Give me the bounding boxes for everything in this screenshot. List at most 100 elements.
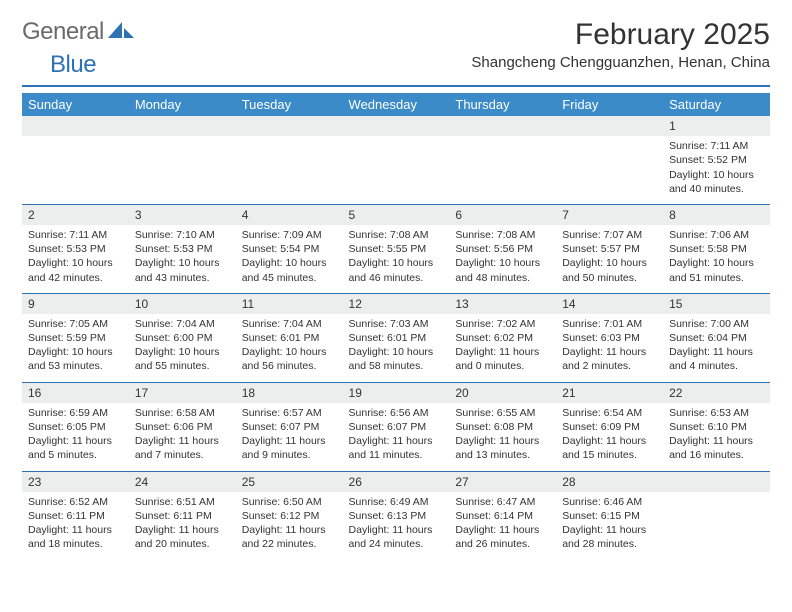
sunset-text: Sunset: 6:02 PM: [455, 331, 550, 345]
daylight-text: Daylight: 11 hours and 4 minutes.: [669, 345, 764, 373]
daylight-text: Daylight: 10 hours and 45 minutes.: [242, 256, 337, 284]
day-number: 3: [129, 205, 236, 225]
day-number: 21: [556, 383, 663, 403]
sunset-text: Sunset: 5:58 PM: [669, 242, 764, 256]
day-header: Tuesday: [236, 93, 343, 116]
calendar-day-cell: 16Sunrise: 6:59 AMSunset: 6:05 PMDayligh…: [22, 382, 129, 471]
sunset-text: Sunset: 6:01 PM: [242, 331, 337, 345]
calendar-day-cell: 21Sunrise: 6:54 AMSunset: 6:09 PMDayligh…: [556, 382, 663, 471]
sunset-text: Sunset: 6:04 PM: [669, 331, 764, 345]
daylight-text: Daylight: 10 hours and 48 minutes.: [455, 256, 550, 284]
sunrise-text: Sunrise: 6:49 AM: [349, 495, 444, 509]
day-header: Saturday: [663, 93, 770, 116]
calendar-week-row: 9Sunrise: 7:05 AMSunset: 5:59 PMDaylight…: [22, 293, 770, 382]
day-body: [22, 136, 129, 204]
calendar-day-cell: [236, 116, 343, 204]
sunrise-text: Sunrise: 6:51 AM: [135, 495, 230, 509]
day-body: Sunrise: 7:08 AMSunset: 5:55 PMDaylight:…: [343, 225, 450, 293]
sunrise-text: Sunrise: 6:46 AM: [562, 495, 657, 509]
calendar-week-row: 23Sunrise: 6:52 AMSunset: 6:11 PMDayligh…: [22, 471, 770, 559]
sunrise-text: Sunrise: 6:47 AM: [455, 495, 550, 509]
day-header: Thursday: [449, 93, 556, 116]
sunset-text: Sunset: 6:01 PM: [349, 331, 444, 345]
calendar-day-cell: 17Sunrise: 6:58 AMSunset: 6:06 PMDayligh…: [129, 382, 236, 471]
sunset-text: Sunset: 6:12 PM: [242, 509, 337, 523]
calendar-week-row: 1Sunrise: 7:11 AMSunset: 5:52 PMDaylight…: [22, 116, 770, 204]
sunset-text: Sunset: 6:08 PM: [455, 420, 550, 434]
day-body: Sunrise: 7:04 AMSunset: 6:00 PMDaylight:…: [129, 314, 236, 382]
day-header-row: Sunday Monday Tuesday Wednesday Thursday…: [22, 93, 770, 116]
calendar-day-cell: 18Sunrise: 6:57 AMSunset: 6:07 PMDayligh…: [236, 382, 343, 471]
day-number: 7: [556, 205, 663, 225]
sunrise-text: Sunrise: 7:01 AM: [562, 317, 657, 331]
calendar-day-cell: 15Sunrise: 7:00 AMSunset: 6:04 PMDayligh…: [663, 293, 770, 382]
calendar-day-cell: 5Sunrise: 7:08 AMSunset: 5:55 PMDaylight…: [343, 204, 450, 293]
day-body: Sunrise: 7:06 AMSunset: 5:58 PMDaylight:…: [663, 225, 770, 293]
sunrise-text: Sunrise: 6:54 AM: [562, 406, 657, 420]
day-body: Sunrise: 7:01 AMSunset: 6:03 PMDaylight:…: [556, 314, 663, 382]
sunrise-text: Sunrise: 7:04 AM: [135, 317, 230, 331]
daylight-text: Daylight: 11 hours and 24 minutes.: [349, 523, 444, 551]
day-number: [663, 472, 770, 492]
day-body: [663, 492, 770, 560]
calendar-day-cell: 2Sunrise: 7:11 AMSunset: 5:53 PMDaylight…: [22, 204, 129, 293]
logo-word-general: General: [22, 18, 104, 46]
day-body: [343, 136, 450, 204]
day-number: [129, 116, 236, 136]
day-number: 9: [22, 294, 129, 314]
calendar-day-cell: 11Sunrise: 7:04 AMSunset: 6:01 PMDayligh…: [236, 293, 343, 382]
day-body: Sunrise: 7:05 AMSunset: 5:59 PMDaylight:…: [22, 314, 129, 382]
sunrise-text: Sunrise: 7:11 AM: [669, 139, 764, 153]
day-number: 20: [449, 383, 556, 403]
day-number: 25: [236, 472, 343, 492]
calendar-day-cell: [556, 116, 663, 204]
day-body: Sunrise: 6:59 AMSunset: 6:05 PMDaylight:…: [22, 403, 129, 471]
day-body: Sunrise: 6:54 AMSunset: 6:09 PMDaylight:…: [556, 403, 663, 471]
day-number: [449, 116, 556, 136]
sunset-text: Sunset: 6:07 PM: [242, 420, 337, 434]
day-number: 11: [236, 294, 343, 314]
sunrise-text: Sunrise: 7:08 AM: [349, 228, 444, 242]
day-body: Sunrise: 7:10 AMSunset: 5:53 PMDaylight:…: [129, 225, 236, 293]
sunrise-text: Sunrise: 7:08 AM: [455, 228, 550, 242]
daylight-text: Daylight: 11 hours and 18 minutes.: [28, 523, 123, 551]
calendar-day-cell: 28Sunrise: 6:46 AMSunset: 6:15 PMDayligh…: [556, 471, 663, 559]
calendar-day-cell: [449, 116, 556, 204]
sunrise-text: Sunrise: 6:58 AM: [135, 406, 230, 420]
day-body: [236, 136, 343, 204]
day-number: 8: [663, 205, 770, 225]
day-header: Sunday: [22, 93, 129, 116]
day-body: [449, 136, 556, 204]
calendar-day-cell: [663, 471, 770, 559]
daylight-text: Daylight: 10 hours and 53 minutes.: [28, 345, 123, 373]
day-body: Sunrise: 7:07 AMSunset: 5:57 PMDaylight:…: [556, 225, 663, 293]
day-number: 26: [343, 472, 450, 492]
day-number: [556, 116, 663, 136]
daylight-text: Daylight: 11 hours and 22 minutes.: [242, 523, 337, 551]
sunrise-text: Sunrise: 7:10 AM: [135, 228, 230, 242]
calendar-day-cell: [129, 116, 236, 204]
sunrise-text: Sunrise: 7:07 AM: [562, 228, 657, 242]
daylight-text: Daylight: 10 hours and 51 minutes.: [669, 256, 764, 284]
calendar-day-cell: 1Sunrise: 7:11 AMSunset: 5:52 PMDaylight…: [663, 116, 770, 204]
sunrise-text: Sunrise: 7:02 AM: [455, 317, 550, 331]
logo: General: [22, 18, 110, 46]
day-number: 23: [22, 472, 129, 492]
logo-sail-icon: [108, 20, 134, 45]
sunset-text: Sunset: 5:52 PM: [669, 153, 764, 167]
day-header: Wednesday: [343, 93, 450, 116]
calendar-day-cell: 22Sunrise: 6:53 AMSunset: 6:10 PMDayligh…: [663, 382, 770, 471]
calendar-table: Sunday Monday Tuesday Wednesday Thursday…: [22, 93, 770, 559]
sunset-text: Sunset: 6:14 PM: [455, 509, 550, 523]
sunset-text: Sunset: 5:55 PM: [349, 242, 444, 256]
sunrise-text: Sunrise: 7:03 AM: [349, 317, 444, 331]
day-number: [22, 116, 129, 136]
sunset-text: Sunset: 5:53 PM: [28, 242, 123, 256]
calendar-day-cell: 23Sunrise: 6:52 AMSunset: 6:11 PMDayligh…: [22, 471, 129, 559]
sunrise-text: Sunrise: 6:50 AM: [242, 495, 337, 509]
calendar-day-cell: 12Sunrise: 7:03 AMSunset: 6:01 PMDayligh…: [343, 293, 450, 382]
sunset-text: Sunset: 5:56 PM: [455, 242, 550, 256]
sunset-text: Sunset: 6:00 PM: [135, 331, 230, 345]
calendar-day-cell: 3Sunrise: 7:10 AMSunset: 5:53 PMDaylight…: [129, 204, 236, 293]
calendar-day-cell: [22, 116, 129, 204]
